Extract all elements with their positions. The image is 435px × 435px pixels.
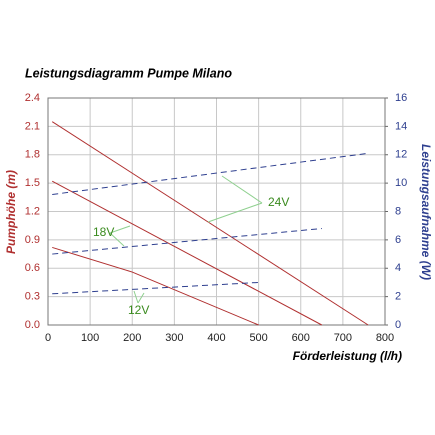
y2-tick-label: 10: [395, 177, 407, 189]
y2-tick-label: 2: [395, 291, 401, 303]
y-tick-label: 0.9: [25, 234, 40, 246]
y-tick-label: 1.2: [25, 205, 40, 217]
annotation: 24V: [268, 195, 289, 209]
y-tick-label: 2.4: [25, 92, 40, 104]
y-tick-label: 2.1: [25, 120, 40, 132]
y-tick-label: 0.6: [25, 262, 40, 274]
x-tick-label: 100: [81, 332, 99, 344]
x-tick-label: 400: [207, 332, 225, 344]
x-axis-title: Förderleistung (l/h): [293, 349, 402, 363]
x-tick-label: 700: [334, 332, 352, 344]
y2-tick-label: 12: [395, 149, 407, 161]
head-line: [51, 121, 369, 326]
annotation-leader: [137, 292, 145, 304]
x-tick-label: 800: [376, 332, 394, 344]
x-tick-label: 500: [249, 332, 267, 344]
y-tick-label: 1.5: [25, 177, 40, 189]
x-tick-label: 200: [123, 332, 141, 344]
y2-tick-label: 16: [395, 92, 407, 104]
power-line: [52, 152, 369, 195]
chart-title: Leistungsdiagramm Pumpe Milano: [25, 66, 232, 80]
head-line: [52, 246, 259, 326]
annotation-leader: [109, 232, 125, 247]
y2-tick-label: 14: [395, 120, 407, 132]
annotation: 12V: [128, 303, 149, 317]
annotation-leader: [109, 225, 131, 234]
plot-frame: [47, 97, 386, 326]
annotation-leader: [207, 202, 263, 223]
annotation: 18V: [93, 225, 114, 239]
head-line: [51, 180, 323, 326]
y-tick-label: 0.0: [25, 319, 40, 331]
y2-tick-label: 0: [395, 319, 401, 331]
y2-tick-label: 8: [395, 205, 401, 217]
power-line: [52, 228, 322, 255]
x-tick-label: 0: [45, 332, 51, 344]
annotation-leader: [133, 290, 139, 304]
y-tick-label: 1.8: [25, 149, 40, 161]
y2-tick-label: 4: [395, 262, 401, 274]
y2-axis-title: Leistungsaufnahme (W): [419, 144, 433, 280]
y-axis-title: Pumphöhe (m): [4, 170, 18, 254]
y2-tick-label: 6: [395, 234, 401, 246]
power-line: [52, 281, 259, 295]
annotation-leader: [221, 175, 263, 204]
x-tick-label: 600: [292, 332, 310, 344]
y-tick-label: 0.3: [25, 291, 40, 303]
x-tick-label: 300: [165, 332, 183, 344]
